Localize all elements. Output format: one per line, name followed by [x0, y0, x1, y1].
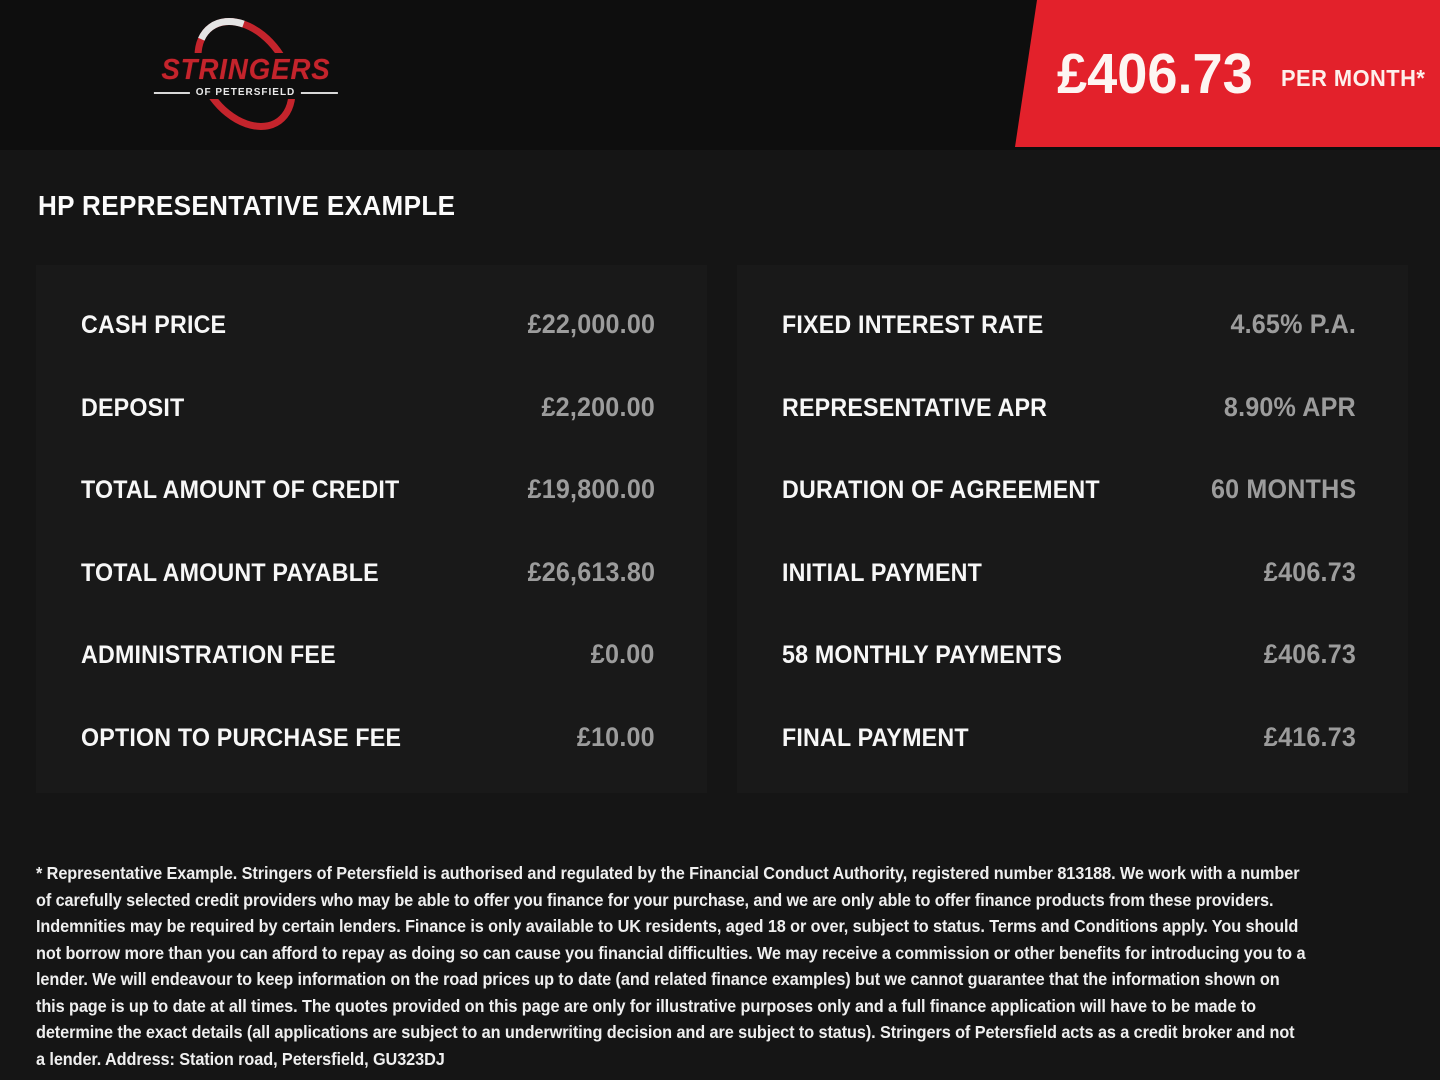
finance-value: £2,200.00: [541, 391, 655, 422]
finance-row-admin-fee: ADMINISTRATION FEE £0.00: [81, 639, 655, 670]
finance-label: ADMINISTRATION FEE: [81, 641, 336, 670]
logo-text: STRINGERS OF PETERSFIELD: [151, 53, 340, 99]
finance-row-interest-rate: FIXED INTEREST RATE 4.65% P.A.: [782, 309, 1356, 340]
logo-subtitle: OF PETERSFIELD: [195, 87, 296, 98]
page-header: STRINGERS OF PETERSFIELD £406.73 PER MON…: [0, 0, 1440, 150]
finance-value: £10.00: [577, 721, 655, 752]
finance-row-apr: REPRESENTATIVE APR 8.90% APR: [782, 392, 1356, 423]
finance-label: 58 MONTHLY PAYMENTS: [782, 641, 1063, 670]
finance-label: REPRESENTATIVE APR: [782, 393, 1048, 422]
finance-value: £416.73: [1263, 721, 1356, 752]
finance-label: DURATION OF AGREEMENT: [782, 476, 1100, 505]
finance-row-option-fee: OPTION TO PURCHASE FEE £10.00: [81, 722, 655, 753]
finance-row-initial-payment: INITIAL PAYMENT £406.73: [782, 557, 1356, 588]
finance-value: £0.00: [591, 639, 655, 670]
finance-row-total-payable: TOTAL AMOUNT PAYABLE £26,613.80: [81, 557, 655, 588]
finance-label: TOTAL AMOUNT OF CREDIT: [81, 476, 400, 505]
finance-label: FINAL PAYMENT: [782, 723, 969, 752]
finance-panel-right: FIXED INTEREST RATE 4.65% P.A. REPRESENT…: [737, 265, 1408, 793]
logo-subtitle-row: OF PETERSFIELD: [151, 86, 340, 99]
legal-disclaimer-text: * Representative Example. Stringers of P…: [36, 863, 1306, 1069]
monthly-price-amount: £406.73: [1057, 41, 1253, 106]
monthly-price-banner: £406.73 PER MONTH*: [1015, 0, 1440, 147]
finance-label: INITIAL PAYMENT: [782, 558, 983, 587]
finance-value: £406.73: [1263, 639, 1356, 670]
finance-row-monthly-payments: 58 MONTHLY PAYMENTS £406.73: [782, 639, 1356, 670]
logo-rule-left: [153, 91, 190, 94]
finance-panel-left: CASH PRICE £22,000.00 DEPOSIT £2,200.00 …: [36, 265, 707, 793]
monthly-price-period: PER MONTH*: [1281, 65, 1426, 91]
finance-value: £406.73: [1263, 556, 1356, 587]
finance-row-duration: DURATION OF AGREEMENT 60 MONTHS: [782, 474, 1356, 505]
finance-panels: CASH PRICE £22,000.00 DEPOSIT £2,200.00 …: [36, 265, 1408, 793]
logo-rule-right: [301, 91, 338, 94]
finance-label: OPTION TO PURCHASE FEE: [81, 723, 402, 752]
finance-value: £26,613.80: [527, 556, 655, 587]
finance-value: 4.65% P.A.: [1230, 309, 1356, 339]
finance-label: TOTAL AMOUNT PAYABLE: [81, 558, 379, 587]
finance-value: £19,800.00: [527, 474, 655, 505]
finance-row-final-payment: FINAL PAYMENT £416.73: [782, 722, 1356, 753]
finance-value: 60 MONTHS: [1210, 474, 1356, 505]
finance-value: 8.90% APR: [1224, 391, 1356, 422]
finance-row-total-credit: TOTAL AMOUNT OF CREDIT £19,800.00: [81, 474, 655, 505]
finance-row-cash-price: CASH PRICE £22,000.00: [81, 309, 655, 340]
finance-value: £22,000.00: [527, 309, 655, 339]
finance-row-deposit: DEPOSIT £2,200.00: [81, 392, 655, 423]
dealer-logo: STRINGERS OF PETERSFIELD: [151, 6, 340, 146]
logo-brand-name: STRINGERS: [156, 53, 335, 88]
page-title: HP REPRESENTATIVE EXAMPLE: [38, 190, 456, 221]
finance-label: CASH PRICE: [81, 311, 227, 339]
finance-label: DEPOSIT: [81, 393, 185, 422]
finance-label: FIXED INTEREST RATE: [782, 311, 1044, 339]
